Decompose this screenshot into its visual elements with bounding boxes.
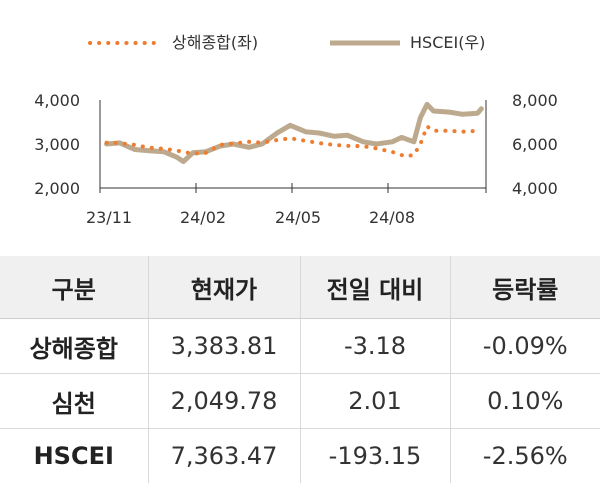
current-price-cell: 3,383.81 <box>148 319 300 374</box>
left-y-tick-label: 3,000 <box>34 135 80 154</box>
table-row: HSCEI 7,363.47 -193.15 -2.56% <box>0 429 600 483</box>
row-name: HSCEI <box>0 429 148 483</box>
legend-item-shanghai: 상해종합(좌) <box>90 33 258 52</box>
change-cell: -193.15 <box>300 429 450 483</box>
right-y-tick-label: 8,000 <box>512 91 558 110</box>
x-tick-label: 23/11 <box>86 208 132 227</box>
line-chart: 상해종합(좌) HSCEI(우) 2,000 3,000 4,000 4,000… <box>0 0 600 245</box>
x-tick-label: 24/02 <box>180 208 226 227</box>
header-category: 구분 <box>0 256 148 319</box>
current-price-cell: 2,049.78 <box>148 374 300 429</box>
legend-label-hscei: HSCEI(우) <box>410 33 485 52</box>
header-change-rate: 등락률 <box>450 256 600 319</box>
row-name: 심천 <box>0 374 148 429</box>
header-change: 전일 대비 <box>300 256 450 319</box>
right-y-tick-label: 6,000 <box>512 135 558 154</box>
header-current-price: 현재가 <box>148 256 300 319</box>
change-cell: 2.01 <box>300 374 450 429</box>
table-row: 심천 2,049.78 2.01 0.10% <box>0 374 600 429</box>
change-cell: -3.18 <box>300 319 450 374</box>
left-y-tick-label: 2,000 <box>34 179 80 198</box>
right-y-ticks: 4,000 6,000 8,000 <box>512 91 558 198</box>
x-ticks: 23/11 24/02 24/05 24/08 <box>86 183 486 227</box>
left-y-tick-label: 4,000 <box>34 91 80 110</box>
legend-label-shanghai: 상해종합(좌) <box>172 33 258 52</box>
change-rate-cell: -2.56% <box>450 429 600 483</box>
x-tick-label: 24/05 <box>275 208 321 227</box>
right-y-tick-label: 4,000 <box>512 179 558 198</box>
left-y-ticks: 2,000 3,000 4,000 <box>34 91 80 198</box>
table-row: 상해종합 3,383.81 -3.18 -0.09% <box>0 319 600 374</box>
current-price-cell: 7,363.47 <box>148 429 300 483</box>
change-rate-cell: -0.09% <box>450 319 600 374</box>
x-tick-label: 24/08 <box>369 208 415 227</box>
table-header-row: 구분 현재가 전일 대비 등락률 <box>0 256 600 319</box>
legend-item-hscei: HSCEI(우) <box>330 33 485 52</box>
row-name: 상해종합 <box>0 319 148 374</box>
change-rate-cell: 0.10% <box>450 374 600 429</box>
legend: 상해종합(좌) HSCEI(우) <box>90 33 485 52</box>
index-table: 구분 현재가 전일 대비 등락률 상해종합 3,383.81 -3.18 -0.… <box>0 256 600 483</box>
